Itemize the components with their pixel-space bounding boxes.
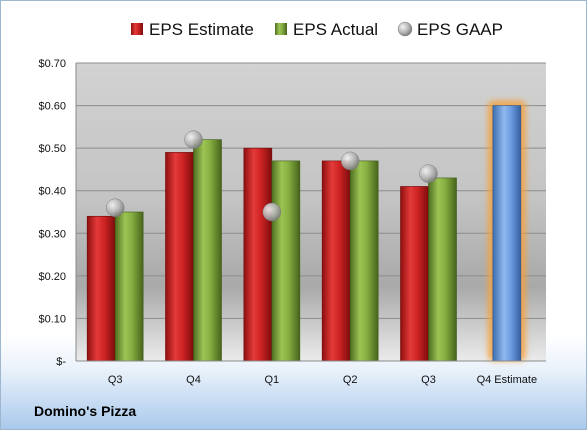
bars [86, 100, 526, 362]
eps-gaap-marker [419, 164, 438, 183]
x-tick-label: Q2 [343, 374, 358, 386]
y-tick-label: $0.30 [38, 228, 66, 240]
eps-estimate-bar [86, 215, 116, 362]
eps-estimate-bar [400, 186, 429, 362]
eps-actual-bar [114, 211, 144, 362]
eps-estimate-bar [243, 147, 273, 362]
eps-gaap-marker [262, 202, 282, 222]
eps-actual-bar [271, 160, 301, 362]
y-tick-label: $- [56, 356, 66, 368]
y-tick-label: $0.70 [38, 58, 66, 70]
x-tick-label: Q4 Estimate [477, 374, 538, 386]
legend-label: EPS GAAP [417, 20, 503, 39]
x-tick-label: Q4 [186, 374, 201, 386]
y-tick-label: $0.60 [38, 101, 66, 113]
eps-actual-bar [428, 177, 457, 362]
plot-area [76, 63, 546, 361]
x-axis-ticks: Q3 Q4 Q1 Q2 Q3 Q4 Estimate [108, 374, 537, 386]
x-tick-label: Q3 [108, 374, 123, 386]
x-tick-label: Q1 [264, 374, 279, 386]
y-axis-ticks: $- $0.10 $0.20 $0.30 $0.40 $0.50 $0.60 $0.70 [38, 58, 66, 368]
legend-swatch [275, 23, 287, 35]
eps-gaap-marker [105, 198, 125, 217]
eps-estimate-bar [165, 152, 194, 362]
eps-gaap-marker [340, 151, 360, 171]
company-name: Domino's Pizza [34, 403, 137, 419]
x-tick-label: Q3 [421, 374, 436, 386]
y-tick-label: $0.50 [38, 143, 66, 155]
y-tick-label: $0.40 [38, 186, 66, 198]
legend-label: EPS Estimate [149, 20, 254, 39]
legend-swatch [131, 23, 143, 35]
q4-estimate-bar [492, 105, 522, 362]
eps-gaap-marker [184, 130, 203, 149]
legend-label: EPS Actual [293, 20, 378, 39]
legend-swatch [397, 21, 413, 37]
y-tick-label: $0.10 [38, 313, 66, 325]
gaap-markers [105, 130, 438, 222]
eps-actual-bar [349, 160, 379, 362]
y-tick-label: $0.20 [38, 271, 66, 283]
legend: EPS Estimate EPS Actual EPS GAAP [131, 20, 503, 39]
gridlines [76, 62, 546, 362]
eps-actual-bar [193, 139, 222, 362]
eps-estimate-bar [321, 160, 351, 362]
